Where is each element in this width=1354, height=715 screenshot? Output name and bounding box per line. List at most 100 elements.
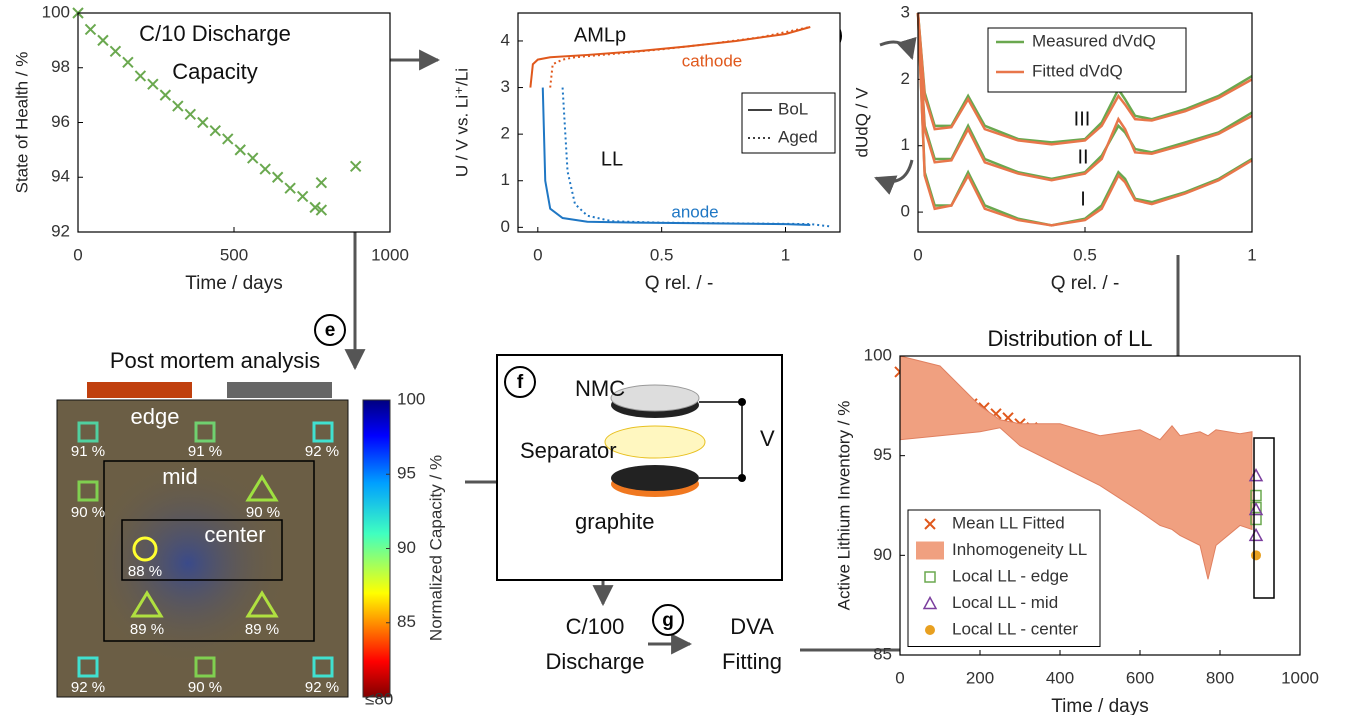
y-tick-label: 0 [901, 202, 910, 221]
legend-label: Mean LL Fitted [952, 513, 1065, 532]
plot-area [78, 13, 390, 232]
voltage-label: V [760, 426, 775, 451]
sample-square [194, 421, 216, 443]
point-marker [1250, 489, 1262, 502]
capacity-label: 92 % [305, 443, 339, 460]
series-line [916, 12, 1253, 227]
legend-label: Aged [778, 127, 818, 146]
point-marker [122, 56, 134, 68]
x-tick-label: 1 [781, 245, 790, 264]
y-tick-label: 1 [501, 170, 510, 189]
legend-box [741, 92, 836, 154]
y-axis-label: U / V vs. Li⁺/Li [452, 68, 471, 177]
point-marker [184, 108, 197, 120]
panel-letter: g [662, 610, 674, 631]
point-marker [222, 133, 234, 145]
legend-box [907, 509, 1101, 647]
sample-square [312, 421, 334, 443]
point-marker [309, 201, 321, 214]
x-tick-label: 1000 [1281, 668, 1319, 687]
y-tick-label: 90 [873, 545, 892, 564]
legend-label: BoL [778, 99, 808, 118]
series-line [529, 26, 811, 88]
legend-label: Local LL - mid [952, 593, 1058, 612]
region-label: edge [131, 404, 180, 429]
tab-anode [227, 382, 332, 398]
legend-box [987, 27, 1187, 93]
axes-frame [77, 12, 391, 233]
letter-circle [652, 604, 684, 636]
capacity-label: 90 % [188, 679, 222, 696]
x-tick-label: 500 [220, 245, 248, 264]
colorbar-tick-label: 100 [397, 389, 425, 408]
sample-circle [132, 536, 158, 562]
y-tick-label: 92 [51, 221, 70, 240]
x-axis-label: Time / days [185, 273, 283, 294]
panel-title: Post mortem analysis [110, 348, 320, 373]
x-tick-label: 800 [1206, 668, 1234, 687]
y-tick-label: 4 [501, 30, 510, 49]
cell-panel: V NMC Separator graphite [496, 354, 783, 581]
point-marker [349, 160, 362, 173]
y-tick-label: 3 [901, 2, 910, 21]
x-tick-label: 600 [1126, 668, 1154, 687]
terminal [738, 398, 746, 406]
point-marker [259, 163, 271, 175]
y-tick-label: 2 [901, 69, 910, 88]
sample-triangle [130, 590, 164, 618]
axes-frame [899, 355, 1301, 656]
inhomogeneity-band [899, 355, 1253, 580]
colorbar-tick-label: 90 [397, 538, 416, 557]
x-tick-label: 0 [73, 245, 82, 264]
point-marker [315, 204, 328, 216]
annotation: II [1077, 146, 1088, 168]
capacity-label: 88 % [128, 563, 162, 580]
terminal [738, 474, 746, 482]
point-marker [1248, 468, 1264, 482]
point-marker [97, 34, 109, 47]
y-tick-label: 96 [51, 112, 70, 131]
colorbar [362, 399, 391, 698]
capacity-label: 90 % [71, 504, 105, 521]
legend-label: Fitted dVdQ [1032, 61, 1123, 80]
legend-label: Measured dVdQ [1032, 31, 1156, 50]
legend-label: Local LL - edge [952, 566, 1069, 585]
sample-triangle [245, 474, 279, 502]
point-marker [247, 152, 259, 164]
sample-square [312, 656, 334, 678]
capacity-label: 89 % [130, 621, 164, 638]
x-axis-label: Q rel. / - [645, 273, 714, 294]
point-marker [84, 23, 97, 36]
y-tick-label: 1 [901, 135, 910, 154]
tab-cathode [87, 382, 192, 398]
photo-shade [57, 400, 348, 697]
legend-swatch [924, 518, 936, 530]
separator-disc [604, 425, 706, 459]
point-marker [197, 116, 209, 129]
x-tick-label: 0 [533, 245, 542, 264]
chart-title: C/10 Discharge [139, 21, 291, 46]
point-marker [209, 125, 221, 137]
x-tick-label: 200 [966, 668, 994, 687]
panel-letter: f [517, 372, 524, 393]
chart-title: Capacity [172, 59, 258, 84]
cathode-label: NMC [575, 376, 625, 401]
y-tick-label: 95 [873, 445, 892, 464]
sample-markers [77, 421, 334, 678]
y-tick-label: 94 [51, 167, 70, 186]
point-marker [234, 144, 246, 156]
y-tick-label: 98 [51, 57, 70, 76]
y-tick-label: 3 [501, 77, 510, 96]
x-tick-label: 0.5 [650, 245, 674, 264]
legend-swatch [916, 541, 944, 560]
annotation: AMLp [574, 24, 626, 46]
y-axis-label: Active Lithium Inventory / % [834, 401, 853, 611]
cathode-disc [610, 384, 700, 412]
step-label: DVA [730, 614, 774, 639]
point-marker [1248, 501, 1264, 516]
annotation: cathode [682, 51, 743, 70]
axes-frame [517, 12, 841, 233]
x-tick-label: 0 [895, 668, 904, 687]
anode-disc [611, 465, 699, 491]
y-tick-label: 85 [873, 644, 892, 663]
